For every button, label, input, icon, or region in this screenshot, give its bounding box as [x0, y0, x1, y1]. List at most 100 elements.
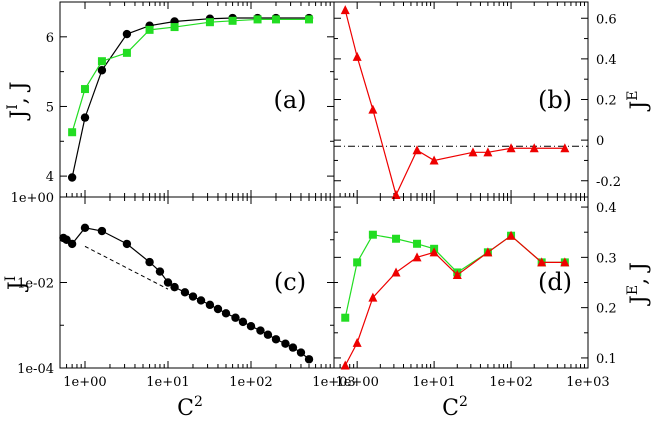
panel-c-data-point — [256, 326, 265, 335]
panel-d-data-point — [429, 247, 439, 257]
ylabel-a: JI, J — [5, 81, 32, 120]
panel-b-data-point — [412, 145, 422, 155]
panel-d-data-point — [537, 257, 547, 267]
panel-c-ytick-label: 1e+00 — [11, 191, 54, 206]
panel-c-data-point — [263, 330, 273, 339]
panel-b-data-point — [352, 51, 362, 61]
panel-b-series-line-0 — [344, 9, 565, 197]
ylabel-c: JI — [3, 276, 30, 292]
panel-c-data-point — [145, 257, 154, 267]
panel-c-xtick-label: 1e+00 — [63, 375, 106, 390]
chart-marks: 456-0.200.20.40.61e+00 1e+01 1e+02 1e+031e+… — [11, 1, 621, 390]
panel-c-data-point — [296, 348, 306, 357]
panel-d-data-point — [452, 269, 462, 279]
panel-c-data-point — [271, 335, 281, 344]
panel-d-data-point — [353, 258, 362, 267]
panel-a-data-point — [122, 48, 131, 57]
panel-a-data-point — [97, 57, 106, 66]
panel-c-data-point — [97, 226, 107, 236]
panel-b: (b) — [333, 1, 589, 198]
panel-d-data-point — [368, 230, 377, 239]
panel-d-data-point — [392, 234, 401, 243]
panel-b-data-point — [560, 143, 570, 153]
panel-c-xtick-label: 1e+02 — [229, 375, 272, 390]
panel-a-ytick-label: 4 — [46, 170, 54, 185]
panel-a-data-point — [68, 128, 77, 137]
panel-d-ytick-label: 0.2 — [596, 302, 617, 317]
panel-c-data-point — [80, 223, 90, 233]
ylabel-b: JE — [625, 90, 652, 111]
panel-d-label: (d) — [538, 268, 572, 296]
panel-b-data-point — [468, 147, 478, 157]
panel-c-data-point — [238, 317, 248, 327]
panel-c-xtick-label: 1e+03 — [312, 375, 355, 390]
panel-a-data-point — [80, 85, 89, 94]
panel-d-data-point — [391, 267, 401, 277]
panel-a-data-point — [67, 173, 77, 182]
panel-c-data-point — [213, 304, 223, 314]
panel-d-data-point — [506, 230, 516, 240]
panel-d-data-point — [368, 292, 378, 302]
ylabel-d: JE, J — [625, 262, 652, 306]
panel-a-data-point — [253, 15, 262, 24]
panel-a-data-point — [145, 25, 154, 34]
panel-a-data-point — [97, 66, 107, 75]
panel-d-xtick-label: 1e+01 — [412, 375, 455, 390]
panel-b-data-point — [391, 189, 401, 199]
panel-b-label: (b) — [538, 86, 572, 114]
panel-d: (d) — [333, 196, 589, 369]
panel-a-data-point — [170, 23, 179, 32]
panel-a-data-point — [122, 29, 132, 39]
panel-d-data-point — [341, 313, 350, 322]
panel-c-data-point — [288, 343, 298, 352]
panel-d-data-point — [413, 239, 422, 248]
panel-a-data-point — [305, 15, 314, 24]
panel-b-data-point — [483, 147, 493, 157]
panel-d-data-point — [340, 360, 350, 370]
panel-b-data-point — [506, 143, 516, 153]
panel-b-ytick-label: 0.6 — [596, 12, 617, 27]
panel-a-data-point — [80, 113, 90, 122]
panel-d-series-line-1 — [344, 234, 565, 366]
panel-b-ytick-label: 0.2 — [596, 94, 617, 109]
panel-b-data-point — [529, 143, 539, 153]
panel-c-data-point — [122, 239, 132, 249]
panel-d-data-point — [560, 257, 570, 267]
panel-c-data-point — [188, 292, 198, 301]
panel-c-data-point — [231, 313, 240, 322]
panel-b-data-point — [368, 104, 378, 114]
panel-d-xtick-label: 1e+03 — [566, 375, 609, 390]
panel-c-label: (c) — [274, 268, 306, 296]
xlabel-c: C2 — [177, 394, 203, 421]
panel-d-data-point — [483, 247, 493, 257]
panel-b-ytick-label: -0.2 — [596, 175, 621, 190]
panel-c-data-point — [67, 239, 77, 249]
panel-a-series-line-1 — [71, 18, 310, 133]
panel-b-data-point — [340, 5, 350, 15]
panel-a: (a) — [59, 1, 335, 198]
panel-a-data-point — [228, 16, 237, 25]
panel-b-data-point — [429, 155, 439, 165]
panel-c-xtick-label: 1e+01 — [146, 375, 189, 390]
panel-d-data-point — [412, 252, 422, 262]
panel-b-ytick-label: 0 — [596, 134, 604, 149]
panel-d-xtick-label: 1e+02 — [489, 375, 532, 390]
xlabel-d: C2 — [442, 394, 468, 421]
panel-c-data-point — [170, 282, 179, 292]
panel-c-data-point — [196, 296, 206, 305]
panel-d-ytick-label: 0.1 — [596, 352, 617, 367]
panel-c-reference-line — [84, 245, 169, 290]
panel-c-ytick-label: 1e-02 — [17, 277, 54, 292]
panel-d-xtick-label: 1e+00 — [335, 375, 378, 390]
panel-d-data-point — [352, 337, 362, 347]
panel-d-ytick-label: 0.3 — [596, 251, 617, 266]
panel-c-data-point — [163, 278, 173, 287]
panel-c-data-point — [221, 309, 231, 318]
panel-b-ytick-label: 0.4 — [596, 53, 617, 68]
panel-a-ytick-label: 6 — [46, 31, 54, 46]
panel-a-label: (a) — [273, 86, 306, 114]
panel-c: (c) — [59, 196, 335, 369]
panel-c-data-point — [155, 267, 165, 276]
panel-c-data-point — [205, 300, 215, 310]
